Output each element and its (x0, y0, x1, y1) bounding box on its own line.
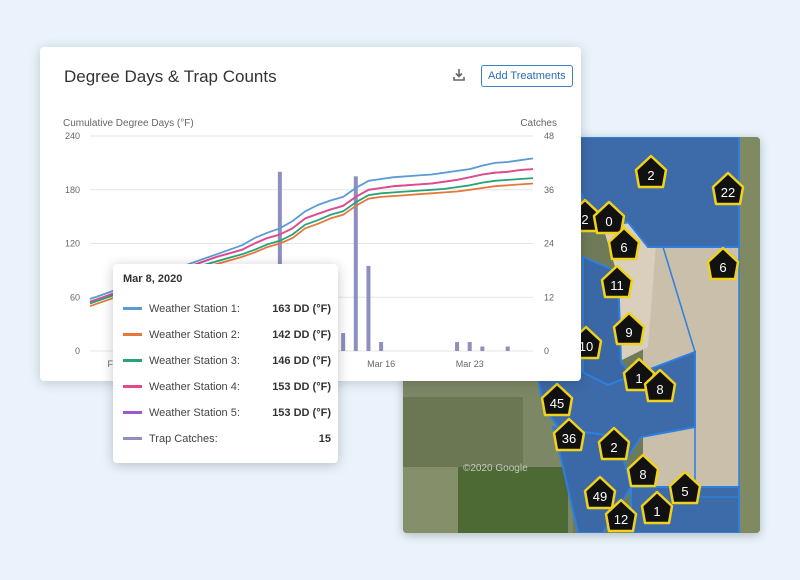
y-right-tick-label: 12 (544, 292, 554, 302)
trap-marker-count: 0 (605, 214, 612, 229)
trap-catch-bar (467, 342, 472, 351)
left-axis-title: Cumulative Degree Days (°F) (63, 118, 194, 129)
tooltip-value: 146 DD (°F) (272, 355, 331, 367)
trap-catch-bar (353, 176, 358, 351)
tooltip-row-station-5: Weather Station 5: 153 DD (°F) (121, 405, 331, 421)
card-title: Degree Days & Trap Counts (64, 67, 277, 86)
map-watermark: ©2020 Google (463, 463, 528, 474)
tooltip-value: 153 DD (°F) (272, 381, 331, 393)
trap-marker[interactable]: 6 (706, 246, 740, 281)
trap-marker-count: 2 (610, 440, 617, 455)
trap-marker-count: 22 (721, 185, 735, 200)
y-left-tick-label: 60 (70, 292, 80, 302)
tooltip-value: 163 DD (°F) (272, 303, 331, 315)
tooltip-label: Weather Station 2: (149, 329, 240, 341)
trap-marker[interactable]: 6 (607, 226, 641, 261)
trap-catch-bar (341, 333, 346, 351)
trap-marker-count: 49 (593, 489, 607, 504)
add-treatments-button[interactable]: Add Treatments (481, 65, 573, 87)
download-icon (453, 69, 465, 81)
y-left-tick-label: 120 (65, 239, 80, 249)
legend-swatch (123, 307, 142, 310)
y-right-tick-label: 24 (544, 239, 554, 249)
y-left-tick-label: 240 (65, 131, 80, 141)
y-left-tick-label: 0 (75, 346, 80, 356)
tooltip-row-station-4: Weather Station 4: 153 DD (°F) (121, 379, 331, 395)
legend-swatch (123, 437, 142, 440)
trap-catch-bar (277, 171, 282, 351)
trap-marker-count: 12 (614, 512, 628, 527)
y-left-tick-label: 180 (65, 185, 80, 195)
legend-swatch (123, 411, 142, 414)
tooltip-label: Weather Station 4: (149, 381, 240, 393)
trap-marker[interactable]: 12 (604, 498, 638, 533)
trap-marker[interactable]: 49 (583, 475, 617, 510)
trap-catch-bar (505, 346, 510, 351)
trap-marker-count: 36 (562, 431, 576, 446)
trap-marker-count: 1 (635, 371, 642, 386)
tooltip-row-station-3: Weather Station 3: 146 DD (°F) (121, 353, 331, 369)
trap-marker-count: 2 (647, 168, 654, 183)
tooltip-label: Weather Station 5: (149, 407, 240, 419)
trap-marker-count: 5 (681, 484, 688, 499)
trap-catch-bar (379, 342, 384, 351)
x-tick-label: Mar 23 (456, 359, 484, 369)
trap-marker-count: 11 (610, 278, 624, 293)
tooltip-date: Mar 8, 2020 (123, 273, 183, 285)
trap-marker-count: 6 (620, 240, 627, 255)
tooltip-value: 153 DD (°F) (272, 407, 331, 419)
x-tick-label: Mar 16 (367, 359, 395, 369)
trap-marker[interactable]: 2 (634, 154, 668, 189)
trap-marker[interactable]: 5 (668, 470, 702, 505)
trap-marker[interactable]: 22 (711, 171, 745, 206)
trap-catch-bar (455, 342, 460, 351)
trap-marker[interactable]: 45 (540, 382, 574, 417)
tooltip-row-station-2: Weather Station 2: 142 DD (°F) (121, 327, 331, 343)
right-axis-title: Catches (520, 118, 557, 129)
legend-swatch (123, 359, 142, 362)
legend-swatch (123, 333, 142, 336)
tooltip-row-trap-catches: Trap Catches: 15 (121, 431, 331, 447)
trap-marker-count: 8 (656, 382, 663, 397)
trap-marker[interactable]: 1 (640, 490, 674, 525)
trap-marker[interactable]: 8 (643, 368, 677, 403)
trap-marker[interactable]: 0 (592, 200, 626, 235)
trap-marker-count: 8 (639, 467, 646, 482)
chart-card: Degree Days & Trap Counts Add Treatments… (40, 47, 581, 381)
chart-tooltip: Mar 8, 2020 Weather Station 1: 163 DD (°… (113, 264, 338, 463)
trap-marker-count: 45 (550, 396, 564, 411)
tooltip-value: 15 (318, 433, 331, 445)
trap-marker[interactable]: 36 (552, 417, 586, 452)
trap-marker[interactable]: 9 (612, 311, 646, 346)
trap-marker[interactable]: 11 (600, 264, 634, 299)
download-button[interactable] (450, 66, 468, 84)
tooltip-label: Weather Station 1: (149, 303, 240, 315)
trap-marker-count: 6 (719, 260, 726, 275)
trap-marker-count: 10 (579, 339, 593, 354)
trap-marker[interactable]: 8 (626, 453, 660, 488)
trap-catch-bar (480, 346, 485, 351)
tooltip-label: Trap Catches: (149, 433, 218, 445)
trap-marker[interactable]: 2 (597, 426, 631, 461)
tooltip-label: Weather Station 3: (149, 355, 240, 367)
tooltip-value: 142 DD (°F) (272, 329, 331, 341)
trap-catch-bar (366, 265, 371, 351)
tooltip-row-station-1: Weather Station 1: 163 DD (°F) (121, 301, 331, 317)
trap-marker-count: 1 (653, 504, 660, 519)
y-right-tick-label: 0 (544, 346, 549, 356)
trap-marker-count: 2 (581, 212, 588, 227)
trap-marker-count: 9 (625, 325, 632, 340)
legend-swatch (123, 385, 142, 388)
y-right-tick-label: 36 (544, 185, 554, 195)
y-right-tick-label: 48 (544, 131, 554, 141)
